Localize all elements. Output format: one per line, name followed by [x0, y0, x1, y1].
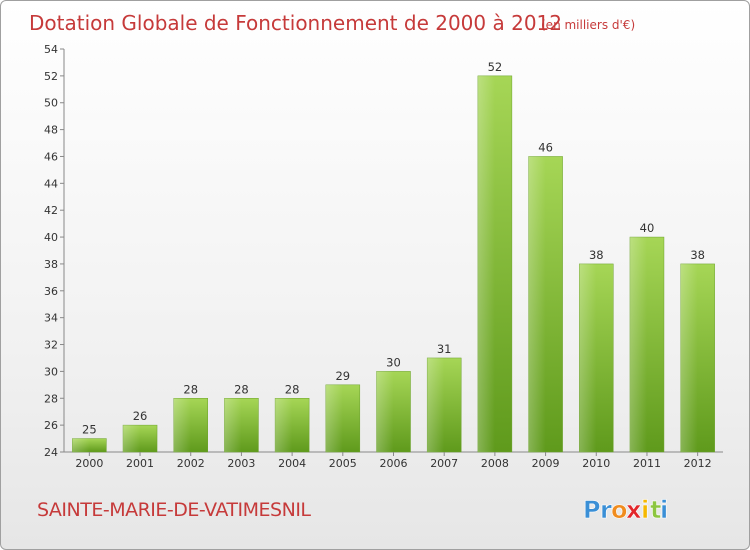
bar-value-label: 28 — [183, 382, 198, 396]
bar-value-label: 26 — [133, 409, 148, 423]
y-tick-label: 46 — [44, 150, 58, 163]
y-tick-label: 34 — [44, 312, 58, 325]
bar-highlight — [325, 384, 343, 452]
x-tick-label: 2006 — [380, 457, 408, 470]
bar-highlight — [579, 263, 597, 452]
y-tick-label: 28 — [44, 392, 58, 405]
bar-value-label: 40 — [640, 221, 655, 235]
logo-letter: r — [600, 496, 612, 524]
x-tick-label: 2012 — [684, 457, 712, 470]
y-tick-label: 24 — [44, 446, 58, 459]
x-tick-label: 2011 — [633, 457, 661, 470]
bar-highlight — [123, 425, 141, 452]
x-tick-label: 2009 — [532, 457, 560, 470]
bar-highlight — [477, 75, 495, 452]
bar-highlight — [72, 438, 90, 452]
x-tick-label: 2004 — [278, 457, 306, 470]
bar-value-label: 52 — [488, 60, 503, 74]
logo-letter: P — [583, 496, 601, 524]
y-tick-label: 50 — [44, 97, 58, 110]
y-tick-label: 30 — [44, 365, 58, 378]
bar-highlight — [629, 237, 647, 452]
x-tick-label: 2005 — [329, 457, 357, 470]
y-tick-label: 48 — [44, 124, 58, 137]
logo-letter: o — [611, 496, 628, 524]
logo-letter: i — [641, 496, 649, 524]
bar-highlight — [680, 263, 698, 452]
y-tick-label: 44 — [44, 177, 58, 190]
y-tick-label: 40 — [44, 231, 58, 244]
bar-value-label: 46 — [538, 140, 553, 154]
bar-value-label: 38 — [589, 248, 604, 262]
bar-value-label: 31 — [437, 342, 452, 356]
x-tick-label: 2008 — [481, 457, 509, 470]
x-tick-label: 2007 — [430, 457, 458, 470]
x-tick-label: 2003 — [227, 457, 255, 470]
x-axis-ticks: 2000 2001 2002 2003 2004 2005 2006 2007 2008 2009… — [75, 452, 712, 470]
bar-value-label: 28 — [285, 382, 300, 396]
bar-value-label: 29 — [335, 369, 350, 383]
y-tick-label: 42 — [44, 204, 58, 217]
chart-title: Dotation Globale de Fonctionnement de 20… — [29, 11, 562, 35]
logo-letter: t — [650, 496, 661, 524]
bar-highlight — [275, 398, 293, 452]
bar-highlight — [427, 357, 445, 452]
bar-highlight — [528, 156, 546, 452]
bar-value-label: 30 — [386, 355, 401, 369]
bar-value-label: 28 — [234, 382, 249, 396]
logo-letter: x — [626, 496, 642, 524]
commune-name: SAINTE-MARIE-DE-VATIMESNIL — [37, 499, 311, 521]
bar-value-label: 25 — [82, 423, 97, 437]
y-tick-label: 36 — [44, 285, 58, 298]
bar-highlight — [173, 398, 191, 452]
y-axis-ticks: 24 26 28 30 32 34 36 38 40 42 44 46 48 50 52 54 — [44, 43, 64, 459]
x-tick-label: 2000 — [75, 457, 103, 470]
y-tick-label: 26 — [44, 419, 58, 432]
x-tick-label: 2001 — [126, 457, 154, 470]
x-tick-label: 2002 — [177, 457, 205, 470]
logo-letter: i — [660, 496, 668, 524]
bar-highlight — [376, 371, 394, 452]
bar-series: 25 26 28 28 28 29 30 31 52 46 38 40 38 — [72, 60, 715, 453]
bar-highlight — [224, 398, 242, 452]
chart-subtitle: (en milliers d'€) — [541, 18, 635, 32]
y-tick-label: 38 — [44, 258, 58, 271]
y-tick-label: 32 — [44, 339, 58, 352]
x-tick-label: 2010 — [582, 457, 610, 470]
bar-value-label: 38 — [690, 248, 705, 262]
y-tick-label: 52 — [44, 70, 58, 83]
y-tick-label: 54 — [44, 43, 58, 56]
